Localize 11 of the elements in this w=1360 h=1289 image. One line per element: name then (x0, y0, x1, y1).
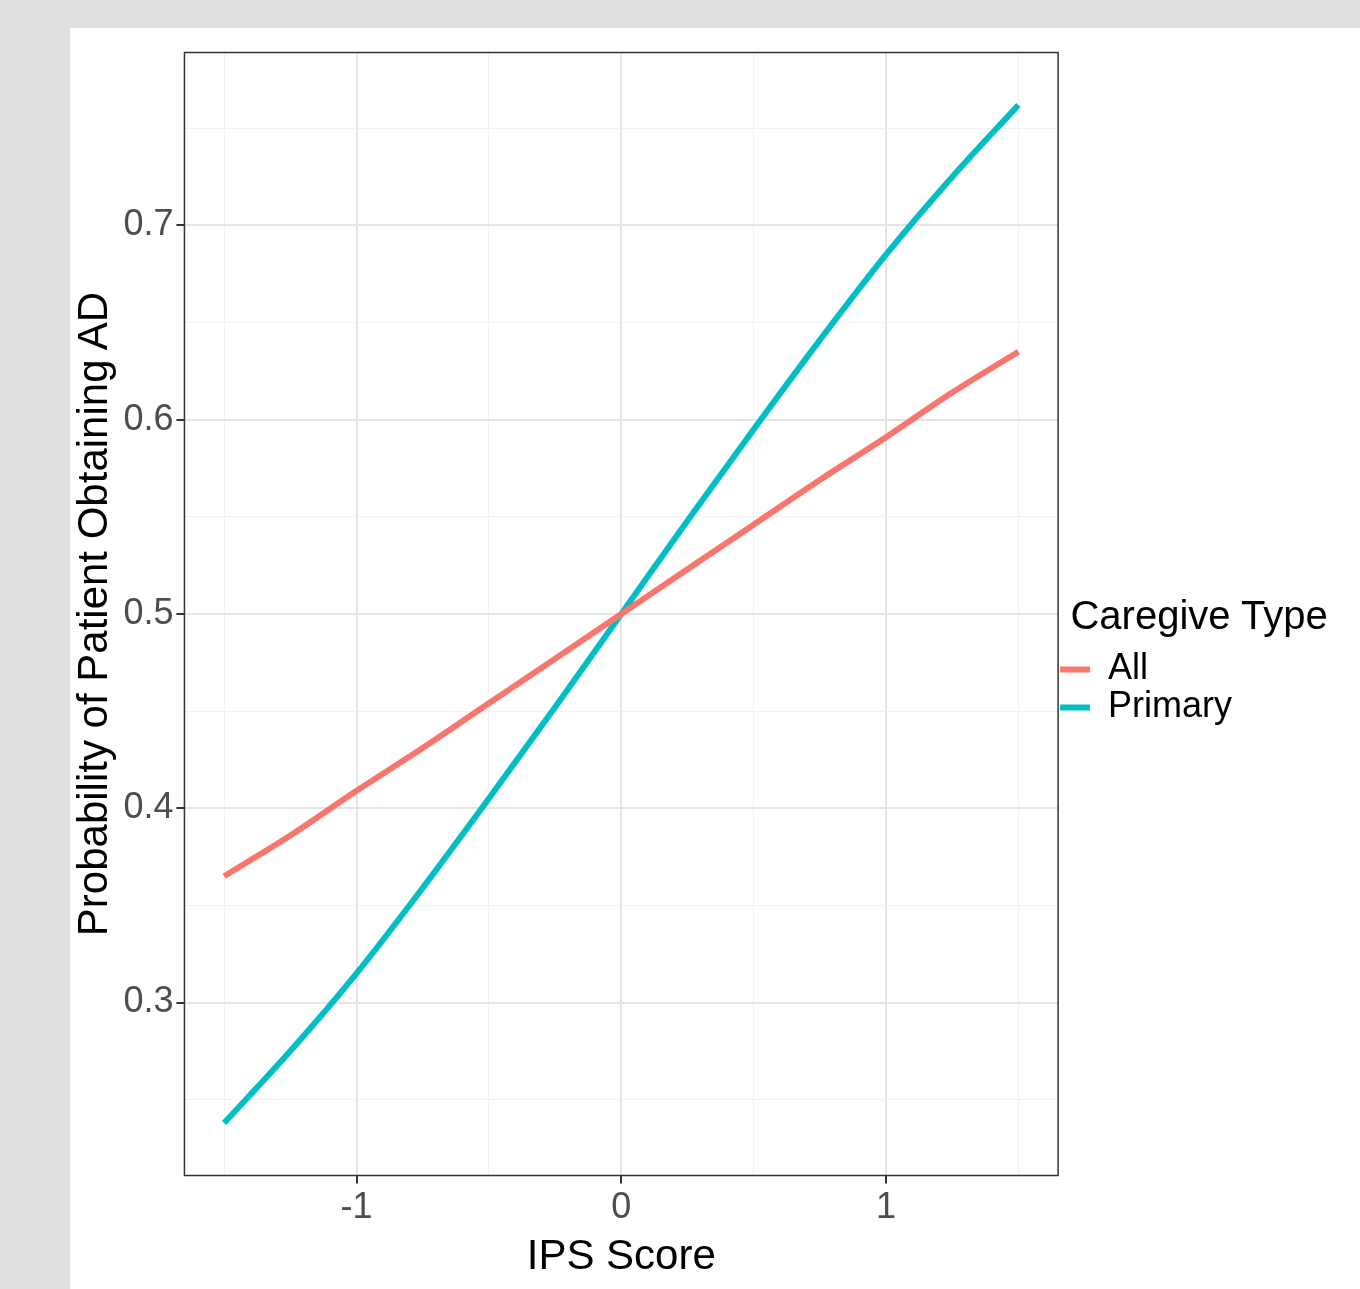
y-tick-label: 0.6 (123, 396, 174, 438)
x-tick-label: 1 (875, 1184, 897, 1226)
x-axis-title: IPS Score (526, 1231, 716, 1279)
legend-title: Caregive Type (1070, 592, 1328, 637)
y-tick-label: 0.3 (123, 979, 174, 1021)
y-tick-label: 0.7 (123, 202, 174, 244)
x-tick-label: 0 (611, 1184, 632, 1226)
x-tick-label: -1 (340, 1184, 373, 1226)
y-tick-label: 0.4 (123, 785, 174, 827)
y-tick-label: 0.5 (123, 590, 174, 632)
y-axis-title: Probability of Patient Obtaining AD (68, 291, 116, 937)
